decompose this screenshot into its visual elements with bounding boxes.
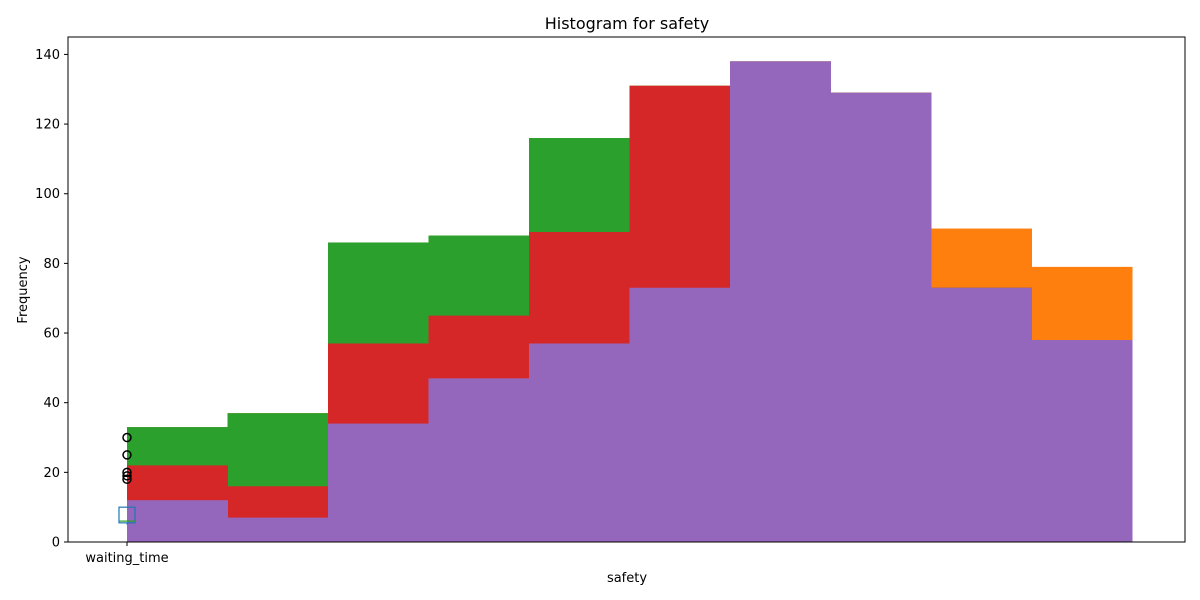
x-axis-ticks: waiting_time [85,542,169,566]
boxplot-box [118,506,136,524]
x-tick-label: waiting_time [85,551,168,566]
boxplot [118,432,136,525]
y-tick-label: 0 [52,536,60,551]
histogram-bar [428,378,530,542]
boxplot-outlier [122,471,132,481]
boxplot-outlier [122,474,132,485]
histogram-bar [931,287,1032,542]
histogram-bar [629,287,731,542]
boxplot-outlier [122,432,132,443]
y-tick-label: 40 [43,396,60,411]
boxplot-outlier [122,450,132,460]
y-tick-label: 140 [35,48,60,63]
chart-title: Histogram for safety [545,14,710,33]
x-axis-label: safety [607,571,647,586]
y-tick-label: 20 [43,466,60,481]
plot-frame [67,36,1186,543]
histogram-bar [127,500,228,542]
histogram-bar [227,517,329,542]
histogram-bar [1031,340,1133,542]
y-axis-label: Frequency [16,256,31,323]
y-tick-label: 80 [43,257,60,272]
histogram-bars [127,61,1133,543]
histogram-bar [730,61,831,543]
y-tick-label: 120 [35,118,60,133]
y-tick-label: 100 [35,187,60,202]
y-tick-label: 60 [43,327,60,342]
y-axis-ticks: 0 20 40 60 80 100 120 140 [35,48,68,551]
histogram-bar [529,343,630,542]
histogram-bar [328,423,429,542]
boxplot-outlier [122,467,132,478]
histogram-bar [830,92,932,543]
